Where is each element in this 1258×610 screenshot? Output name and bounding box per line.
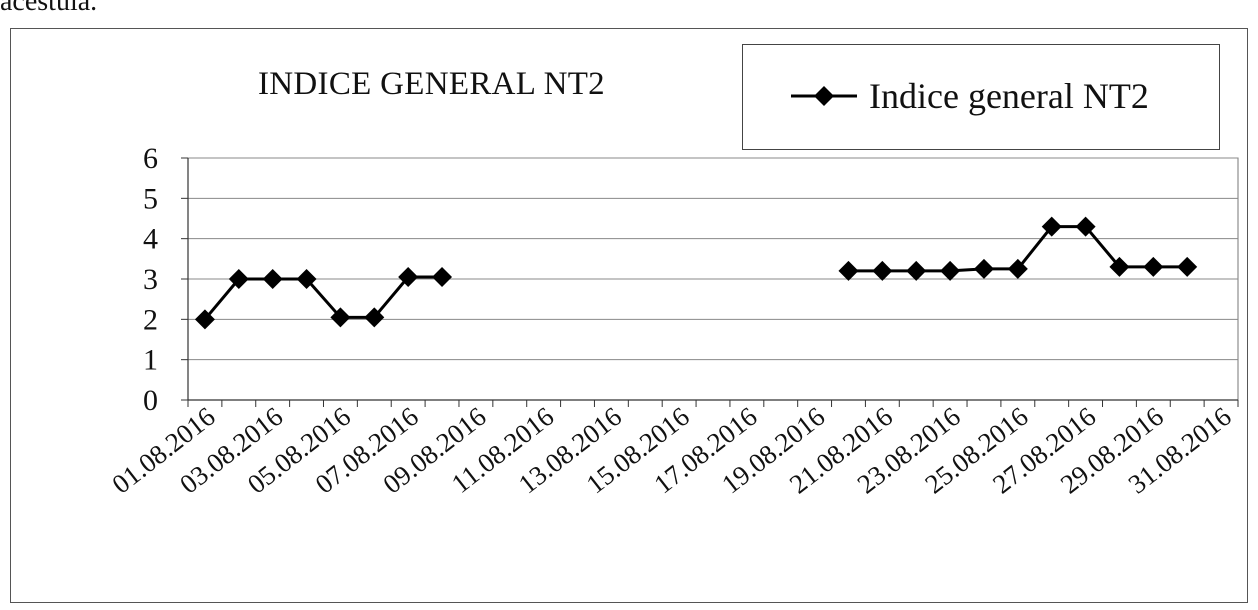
data-point-marker	[364, 307, 385, 328]
data-point-marker	[330, 307, 351, 328]
y-tick-label: 0	[143, 384, 158, 417]
data-point-marker	[906, 260, 927, 281]
legend-series-marker-icon	[791, 86, 857, 106]
data-point-marker	[838, 260, 859, 281]
data-point-marker	[398, 266, 419, 287]
data-point-marker	[228, 269, 249, 289]
chart-legend: Indice general NT2	[742, 44, 1220, 150]
y-tick-label: 2	[143, 303, 158, 336]
data-point-marker	[1143, 256, 1164, 277]
data-point-marker	[1177, 256, 1198, 277]
chart-frame	[10, 28, 1248, 603]
data-point-marker	[973, 258, 994, 279]
chart-title: INDICE GENERAL NT2	[258, 66, 605, 102]
preceding-text-fragment: acestuia.	[0, 0, 98, 17]
data-point-marker	[296, 269, 317, 289]
data-point-marker	[1075, 216, 1096, 237]
y-tick-label: 5	[143, 182, 158, 215]
y-tick-label: 3	[143, 263, 158, 296]
y-tick-label: 1	[143, 344, 158, 377]
data-point-marker	[1007, 258, 1028, 279]
data-point-marker	[194, 309, 215, 330]
data-point-marker	[262, 269, 283, 289]
legend-series-label: Indice general NT2	[869, 76, 1149, 116]
data-point-marker	[1109, 256, 1130, 277]
y-tick-label: 4	[143, 223, 158, 256]
y-tick-label: 6	[143, 142, 158, 175]
data-point-marker	[432, 266, 453, 287]
data-point-marker	[872, 260, 893, 281]
data-point-marker	[940, 260, 961, 281]
data-point-marker	[1041, 216, 1062, 237]
